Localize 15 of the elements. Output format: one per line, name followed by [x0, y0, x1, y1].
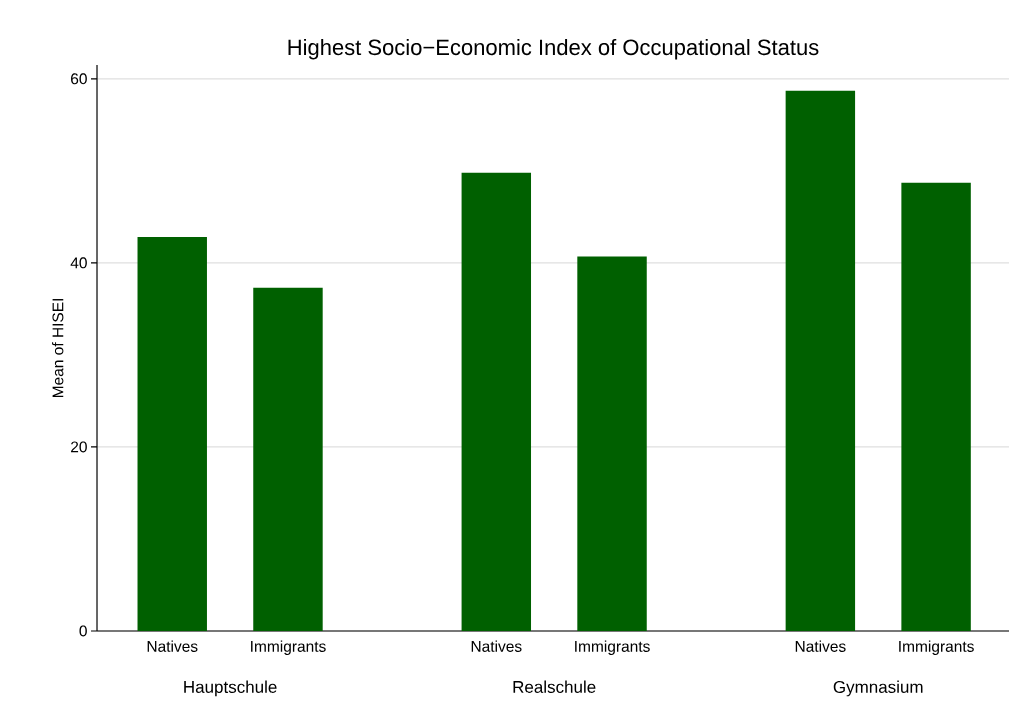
y-tick-label: 20 — [71, 441, 87, 453]
x-tick-label: Immigrants — [575, 640, 650, 655]
x-tick-label: Immigrants — [251, 640, 326, 655]
text: Hauptschule — [184, 680, 277, 697]
text: Gymnasium — [833, 680, 923, 697]
text: Realschule — [513, 680, 596, 693]
chart-title: Highest Socio−Economic Index of Occupational Status — [288, 38, 819, 60]
x-tick-label: Immigrants — [899, 640, 974, 655]
x-tick-label: Natives — [147, 640, 198, 652]
y-tick-label: 40 — [70, 257, 87, 269]
y-tick-label: 0 — [79, 625, 87, 637]
x-tick-label: Natives — [471, 640, 522, 652]
y-tick-label: 60 — [71, 73, 87, 85]
y-axis-title: Mean of HISEI — [52, 299, 64, 398]
x-tick-label: Natives — [795, 640, 846, 652]
